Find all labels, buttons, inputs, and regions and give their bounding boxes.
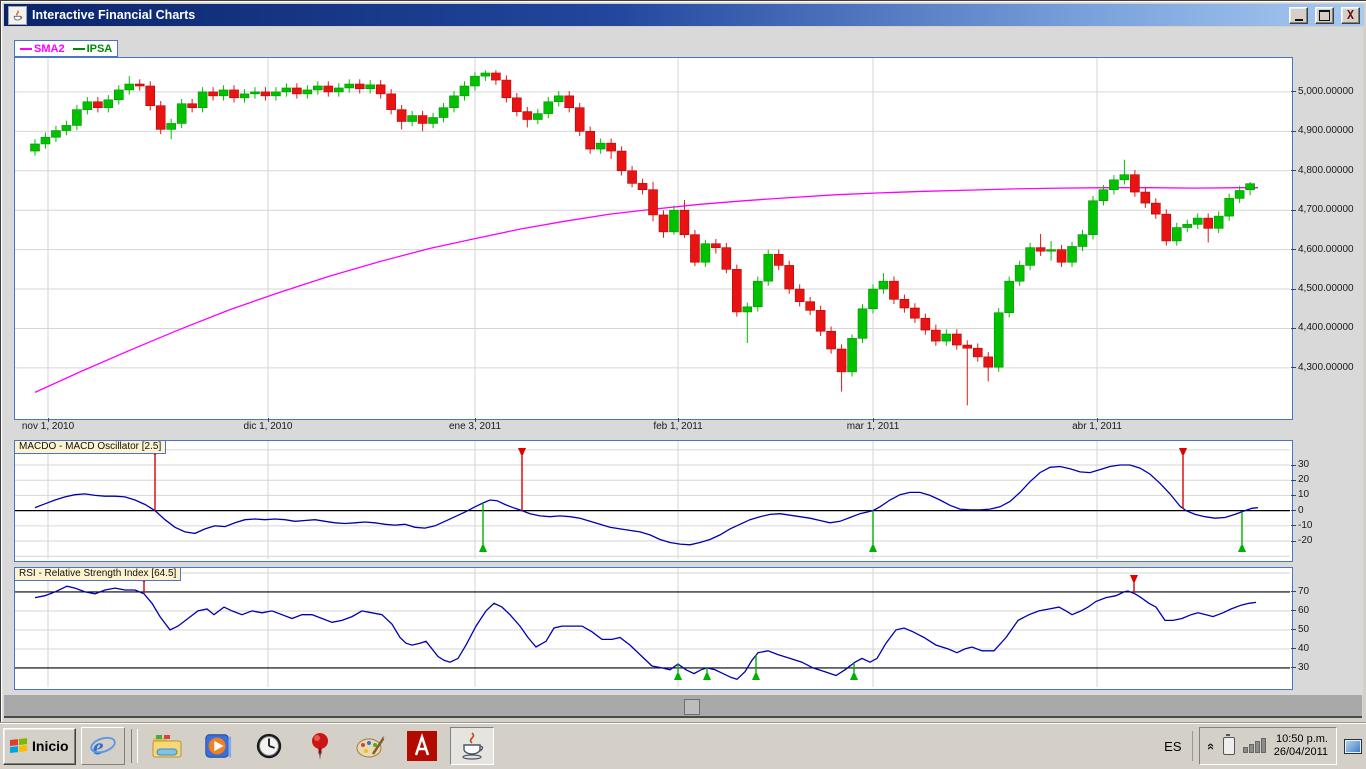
y-axis-tick [1291,328,1296,329]
x-axis-label: ene 3, 2011 [449,421,501,432]
sma2-line-swatch [20,48,32,50]
legend-item-sma2: SMA2 [20,43,65,55]
y-axis-label: 30 [1298,459,1309,470]
y-axis-label: 4,400.00000 [1298,322,1354,333]
tray-panel: « 10:50 p.m. 26/04/2011 [1199,727,1337,765]
y-axis-label: 4,600.00000 [1298,244,1354,255]
applet-grip-box [684,699,700,715]
chevron-up-icon[interactable]: « [1204,742,1219,749]
y-axis-tick [1291,541,1296,542]
internet-explorer-icon[interactable]: e [81,727,125,765]
ipsa-line-swatch [73,48,85,50]
rsi-label: RSI - Relative Strength Index [64.5] [14,567,181,581]
y-axis-tick [1291,480,1296,481]
y-axis-label: 70 [1298,586,1309,597]
y-axis-label: 20 [1298,474,1309,485]
windows-explorer-icon[interactable] [144,727,190,765]
language-indicator[interactable]: ES [1160,739,1185,754]
clock-app-icon[interactable] [246,727,292,765]
signal-strength-icon[interactable] [1243,739,1266,753]
close-button[interactable]: X [1341,7,1360,24]
java-cup-icon [8,6,27,25]
y-axis-tick [1291,525,1296,526]
y-axis-tick [1291,367,1296,368]
y-axis-label: 4,700.00000 [1298,204,1354,215]
y-axis-label: 4,300.00000 [1298,362,1354,373]
macd-panel[interactable] [14,440,1293,562]
y-axis-tick [1291,91,1296,92]
start-button[interactable]: Inicio [3,728,76,765]
quick-launch-separator [131,729,138,763]
x-axis-label: dic 1, 2010 [244,421,293,432]
macd-label: MACDO - MACD Oscillator [2.5] [14,440,166,454]
x-axis-label: mar 1, 2011 [847,421,900,432]
y-axis-tick [1291,591,1296,592]
y-axis-label: 50 [1298,624,1309,635]
y-axis-tick [1291,289,1296,290]
tray-time: 10:50 p.m. [1276,733,1328,745]
y-axis-tick [1291,667,1296,668]
svg-text:e: e [92,733,103,760]
y-axis-tick [1291,465,1296,466]
battery-icon[interactable] [1223,737,1235,755]
y-axis-tick [1291,131,1296,132]
maximize-button[interactable] [1315,7,1334,24]
applet-status-strip [4,695,1362,718]
y-axis-label: 4,900.00000 [1298,125,1354,136]
adobe-reader-icon[interactable] [399,727,445,765]
y-axis-tick [1291,495,1296,496]
chart-legend: SMA2 IPSA [14,40,118,57]
show-desktop-button[interactable] [1343,728,1363,764]
x-axis-label: feb 1, 2011 [653,421,702,432]
y-axis-label: 4,800.00000 [1298,165,1354,176]
y-axis-label: 30 [1298,662,1309,673]
y-axis-tick [1291,610,1296,611]
y-axis-label: 4,500.00000 [1298,283,1354,294]
y-axis-tick [1291,629,1296,630]
rsi-panel[interactable] [14,567,1293,690]
price-chart-panel[interactable] [14,57,1293,420]
y-axis-label: 5,000.00000 [1298,86,1354,97]
media-player-icon[interactable] [195,727,241,765]
y-axis-label: -10 [1298,520,1312,531]
y-axis-tick [1291,210,1296,211]
y-axis-label: -20 [1298,535,1312,546]
y-axis-tick [1291,648,1296,649]
y-axis-label: 60 [1298,605,1309,616]
tray-date: 26/04/2011 [1274,746,1328,758]
tray-clock[interactable]: 10:50 p.m. 26/04/2011 [1274,733,1328,759]
minimize-button[interactable] [1289,7,1308,24]
java-application-button[interactable] [450,727,494,765]
y-axis-tick [1291,249,1296,250]
title-bar[interactable]: Interactive Financial Charts X [4,4,1364,26]
taskbar: Inicio e [0,723,1366,768]
y-axis-tick [1291,510,1296,511]
windows-logo-icon [10,738,28,755]
desktop-icon [1344,739,1362,754]
x-axis-label: abr 1, 2011 [1072,421,1122,432]
y-axis-label: 40 [1298,643,1309,654]
x-axis-label: nov 1, 2010 [22,421,74,432]
pushpin-icon[interactable] [297,727,343,765]
paint-palette-icon[interactable] [348,727,394,765]
system-tray: ES « 10:50 p.m. 26/04/2011 [1160,724,1363,769]
legend-item-ipsa: IPSA [73,43,113,55]
y-axis-label: 10 [1298,489,1309,500]
window-title: Interactive Financial Charts [32,8,1282,22]
y-axis-tick [1291,170,1296,171]
y-axis-label: 0 [1298,505,1304,516]
